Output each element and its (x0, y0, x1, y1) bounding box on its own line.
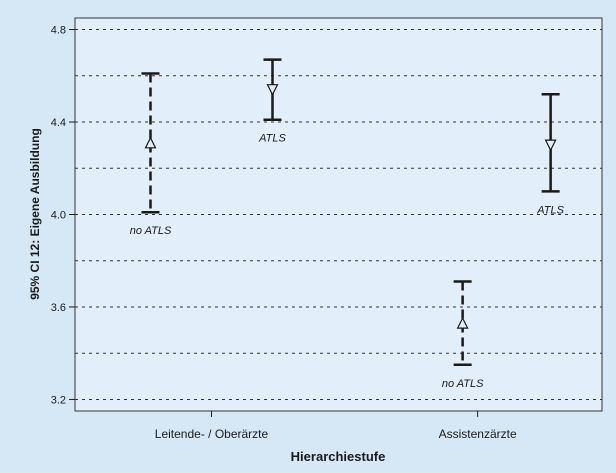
x-axis-title: Hierarchiestufe (291, 449, 386, 464)
y-axis-title: 95% CI 12: Eigene Ausbildung (28, 128, 42, 300)
point-label: no ATLS (442, 378, 484, 390)
y-tick-label: 4.8 (51, 25, 66, 37)
y-tick-label: 4.0 (51, 210, 66, 222)
mean-marker (544, 139, 557, 152)
y-tick-label: 3.2 (51, 394, 66, 406)
y-tick-label: 4.4 (51, 117, 66, 129)
point-label: ATLS (258, 133, 286, 145)
mean-marker (266, 84, 279, 97)
mean-marker (144, 136, 157, 149)
plot-area (74, 17, 603, 412)
point-label: ATLS (536, 204, 564, 216)
x-tick-label: Assistenzärzte (439, 427, 517, 441)
mean-marker (456, 316, 469, 329)
point-label: no ATLS (130, 225, 172, 237)
error-bars (141, 58, 560, 367)
y-axis-ticks: 3.2 3.6 4.0 4.4 4.8 (51, 25, 75, 406)
x-axis-ticks: Leitende- / Oberärzte Assistenzärzte (155, 411, 517, 441)
x-tick-label: Leitende- / Oberärzte (155, 427, 269, 441)
y-tick-label: 3.6 (51, 302, 66, 314)
point-labels: no ATLS ATLS no ATLS ATLS (130, 133, 565, 390)
